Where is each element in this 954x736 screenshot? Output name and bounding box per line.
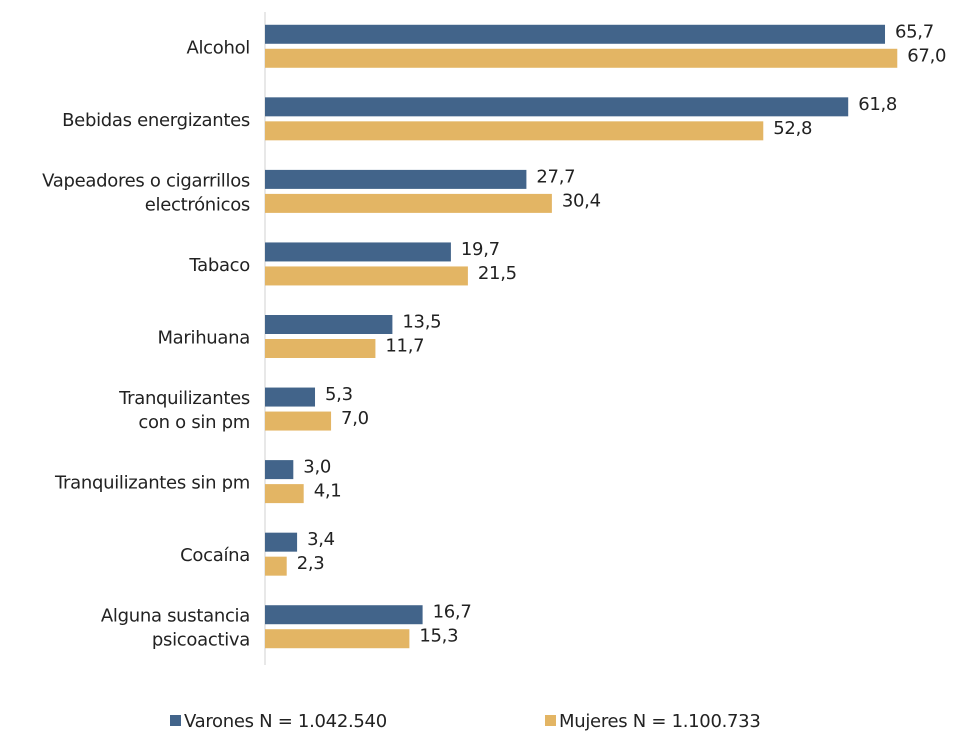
bar [265, 97, 849, 117]
value-label: 27,7 [536, 166, 575, 187]
bar [265, 24, 886, 44]
category-label: Cocaína [180, 545, 250, 566]
legend-swatch [170, 715, 181, 726]
bar [265, 48, 898, 68]
bar [265, 266, 468, 286]
category-label: Alcohol [186, 37, 250, 58]
bar [265, 411, 332, 431]
value-label: 2,3 [297, 553, 325, 574]
value-label: 3,0 [303, 457, 331, 478]
value-label: 21,5 [478, 263, 517, 284]
category-label: Marihuana [157, 328, 250, 349]
legend-label: Varones N = 1.042.540 [184, 711, 387, 732]
value-label: 11,7 [385, 336, 424, 357]
bar [265, 193, 552, 213]
category-label: Tranquilizantes sin pm [54, 473, 250, 494]
value-label: 61,8 [858, 94, 897, 115]
legend-label: Mujeres N = 1.100.733 [559, 711, 761, 732]
value-label: 19,7 [461, 239, 500, 260]
value-label: 15,3 [419, 626, 458, 647]
bar [265, 169, 527, 189]
value-label: 65,7 [895, 21, 934, 42]
bar [265, 556, 287, 576]
value-label: 16,7 [433, 602, 472, 623]
legend-swatch [545, 715, 556, 726]
category-label: Tabaco [188, 255, 250, 276]
bar [265, 460, 294, 480]
value-label: 30,4 [562, 190, 601, 211]
bar [265, 242, 451, 262]
value-label: 7,0 [341, 408, 369, 429]
value-label: 13,5 [402, 312, 441, 333]
bar [265, 315, 393, 334]
bar [265, 121, 764, 141]
bar [265, 484, 304, 504]
category-label: Vapeadores o cigarrillos electrónicos [42, 170, 250, 215]
value-label: 5,3 [325, 384, 353, 405]
category-label: Tranquilizantes con o sin pm [118, 388, 250, 433]
value-label: 52,8 [773, 118, 812, 139]
category-label: Alguna sustancia psicoactiva [101, 606, 250, 651]
bar [265, 387, 316, 407]
bar [265, 605, 423, 625]
bar [265, 339, 376, 358]
value-label: 67,0 [907, 45, 946, 66]
value-label: 4,1 [314, 481, 342, 502]
bar [265, 629, 410, 649]
value-label: 3,4 [307, 529, 335, 550]
category-label: Bebidas energizantes [62, 110, 250, 131]
bar [265, 532, 298, 552]
